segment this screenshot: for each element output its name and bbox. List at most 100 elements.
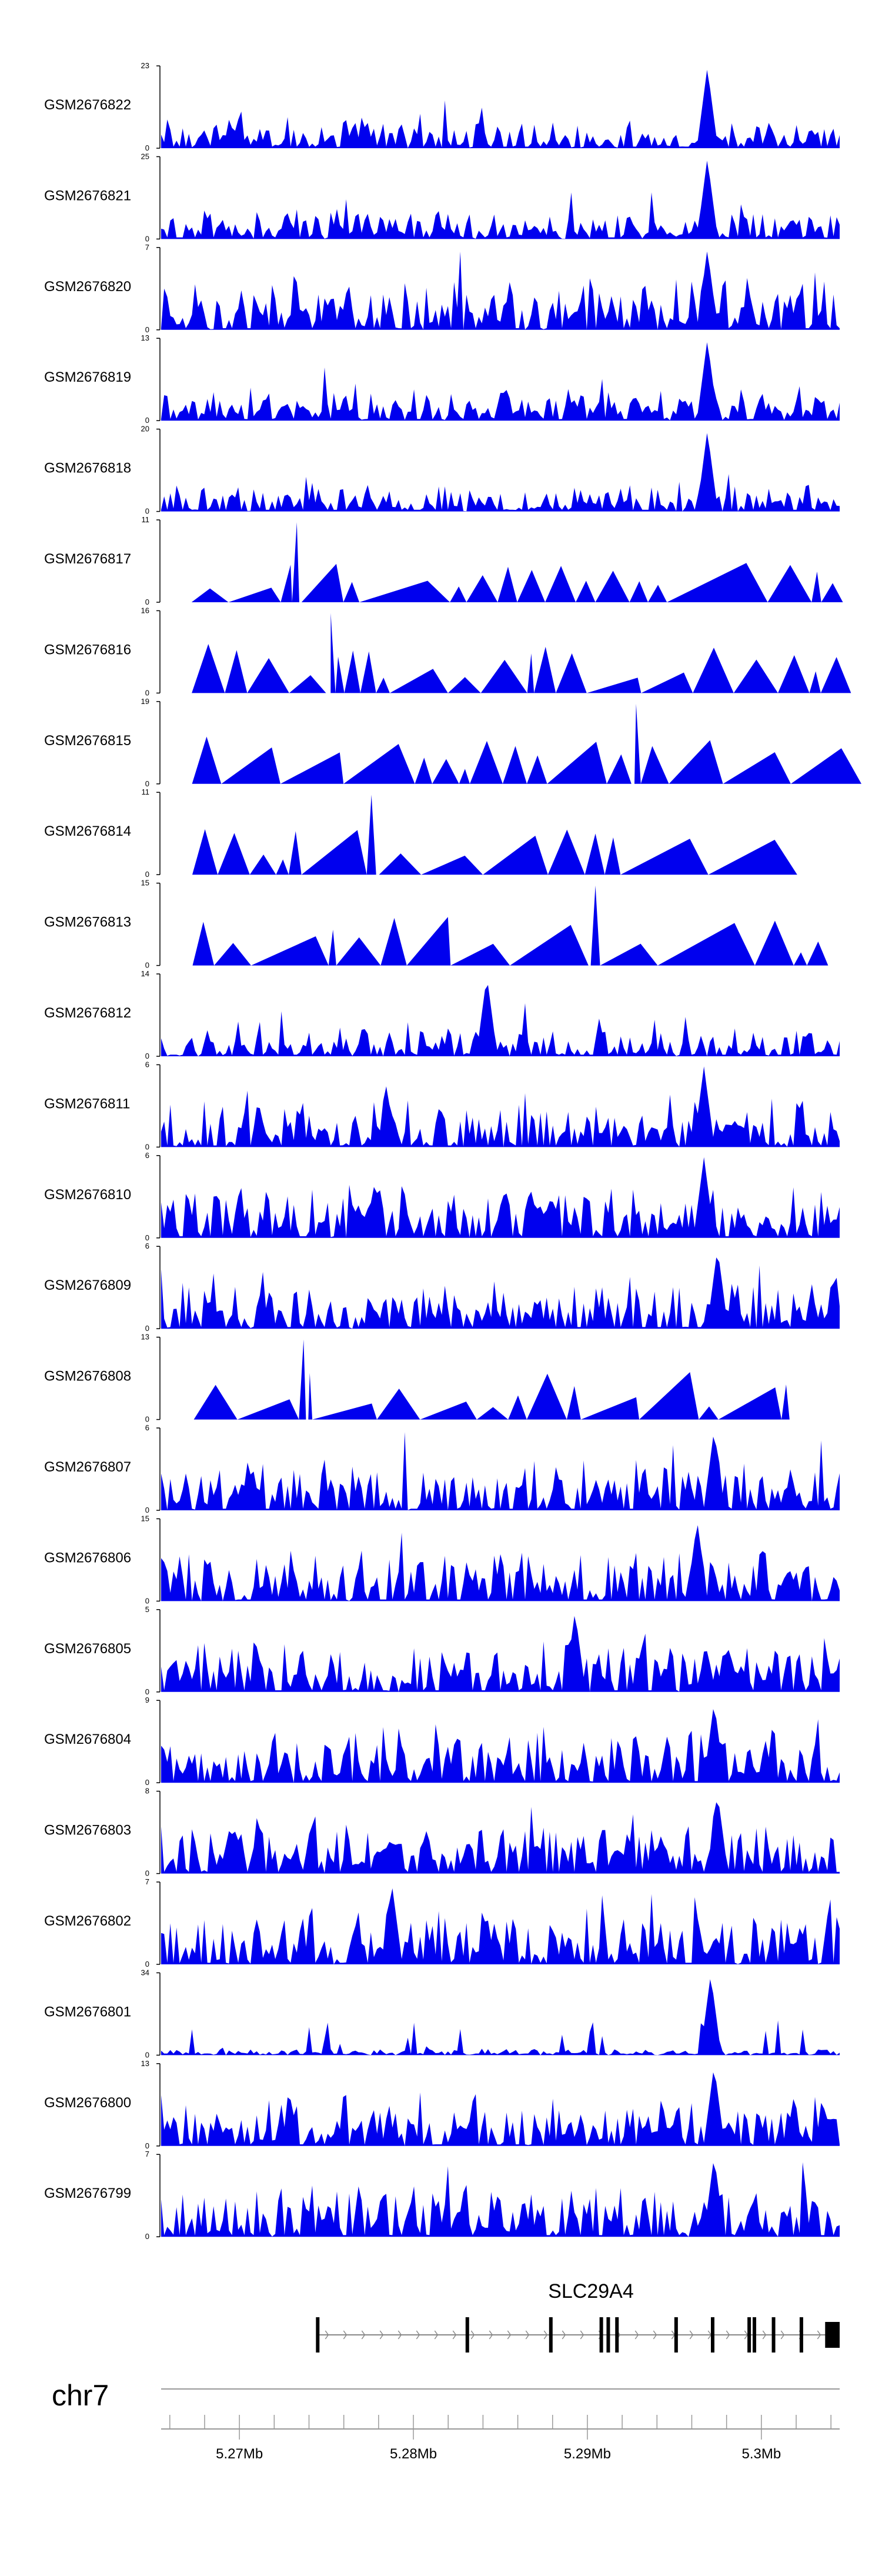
gene-exon [599, 2317, 603, 2353]
track-ymin-label: 0 [145, 1596, 149, 1605]
strand-arrow [580, 2330, 584, 2340]
track-ymax-label: 7 [145, 243, 149, 252]
track-GSM2676817: GSM2676817 11 0 [44, 515, 843, 606]
track-label: GSM2676805 [44, 1641, 131, 1657]
strand-arrow [689, 2330, 694, 2340]
signal-area [161, 161, 840, 239]
strand-arrow [525, 2330, 530, 2340]
x-tick-label: 5.28Mb [390, 2446, 437, 2462]
track-label: GSM2676806 [44, 1550, 131, 1566]
track-ymin-label: 0 [145, 1233, 149, 1242]
strand-arrow [343, 2330, 348, 2340]
strand-arrow [416, 2330, 420, 2340]
signal-area [161, 795, 840, 875]
strand-arrow [489, 2330, 493, 2340]
track-label: GSM2676813 [44, 915, 131, 930]
gene-exon [747, 2317, 751, 2353]
track-label: GSM2676804 [44, 1731, 131, 1747]
x-tick-label: 5.3Mb [741, 2446, 781, 2462]
track-ymax-label: 7 [145, 2150, 149, 2158]
gene-exon [465, 2317, 469, 2353]
track-ymin-label: 0 [145, 1506, 149, 1514]
track-GSM2676805: GSM2676805 5 0 [44, 1605, 840, 1696]
track-ymin-label: 0 [145, 416, 149, 425]
track-label: GSM2676809 [44, 1277, 131, 1293]
signal-area [161, 1257, 840, 1329]
track-ymin-label: 0 [145, 1324, 149, 1333]
track-label: GSM2676802 [44, 1913, 131, 1929]
track-ymax-label: 13 [141, 1333, 149, 1342]
track-GSM2676819: GSM2676819 13 0 [44, 333, 840, 425]
track-ymax-label: 15 [141, 1514, 149, 1523]
track-GSM2676801: GSM2676801 34 0 [44, 1968, 840, 2059]
strand-arrow [507, 2330, 512, 2340]
track-ymax-label: 6 [145, 1060, 149, 1069]
signal-area [161, 1066, 840, 1147]
gene-exon [549, 2317, 553, 2353]
signal-area [161, 1525, 840, 1601]
track-GSM2676820: GSM2676820 7 0 [44, 243, 840, 334]
track-ymin-label: 0 [145, 1052, 149, 1060]
track-GSM2676814: GSM2676814 11 0 [44, 788, 840, 879]
track-GSM2676822: GSM2676822 23 0 [44, 61, 840, 152]
track-GSM2676813: GSM2676813 15 0 [44, 879, 840, 970]
track-ymin-label: 0 [145, 2141, 149, 2150]
track-label: GSM2676817 [44, 551, 131, 567]
track-ymin-label: 0 [145, 325, 149, 334]
track-label: GSM2676822 [44, 97, 131, 113]
track-label: GSM2676821 [44, 188, 131, 203]
track-ymin-label: 0 [145, 1142, 149, 1151]
signal-area [161, 522, 843, 602]
genome-axis: chr7 5.27Mb 5.28Mb 5.29Mb 5.3Mb [52, 2379, 840, 2462]
track-ymax-label: 16 [141, 606, 149, 615]
track-label: GSM2676820 [44, 279, 131, 295]
strand-arrow [361, 2330, 366, 2340]
track-GSM2676802: GSM2676802 7 0 [44, 1877, 840, 1968]
gene-exon [615, 2317, 619, 2353]
gene-exon [771, 2317, 776, 2353]
track-GSM2676809: GSM2676809 6 0 [44, 1242, 840, 1333]
strand-arrow [653, 2330, 657, 2340]
track-label: GSM2676814 [44, 823, 131, 839]
track-GSM2676804: GSM2676804 9 0 [44, 1696, 840, 1787]
signal-area [161, 1802, 840, 1874]
track-ymin-label: 0 [145, 1687, 149, 1696]
track-ymax-label: 6 [145, 1151, 149, 1160]
track-ymin-label: 0 [145, 234, 149, 243]
track-GSM2676808: GSM2676808 13 0 [44, 1333, 840, 1424]
signal-area [161, 2072, 840, 2146]
track-ymax-label: 9 [145, 1696, 149, 1704]
track-ymin-label: 0 [145, 779, 149, 788]
x-tick-label: 5.27Mb [216, 2446, 263, 2462]
signal-area [161, 1339, 840, 1420]
track-label: GSM2676800 [44, 2095, 131, 2111]
track-label: GSM2676799 [44, 2185, 131, 2201]
gene-exon [710, 2317, 714, 2353]
track-ymax-label: 34 [141, 1968, 149, 1977]
gene-track: SLC29A4 [316, 2280, 840, 2353]
track-label: GSM2676803 [44, 1823, 131, 1838]
track-GSM2676803: GSM2676803 8 0 [44, 1787, 840, 1878]
track-ymin-label: 0 [145, 1869, 149, 1878]
track-GSM2676810: GSM2676810 6 0 [44, 1151, 840, 1242]
track-GSM2676800: GSM2676800 13 0 [44, 2059, 840, 2150]
track-ymax-label: 25 [141, 152, 149, 161]
track-ymin-label: 0 [145, 1960, 149, 1968]
gene-exon [753, 2317, 757, 2353]
strand-arrow [762, 2330, 767, 2340]
track-label: GSM2676807 [44, 1459, 131, 1475]
x-tick-label: 5.29Mb [564, 2446, 611, 2462]
strand-arrow [434, 2330, 439, 2340]
track-ymax-label: 6 [145, 1423, 149, 1432]
gene-name-label: SLC29A4 [548, 2280, 634, 2303]
gene-exon [316, 2317, 320, 2353]
chromosome-label: chr7 [52, 2379, 109, 2412]
strand-arrow [397, 2330, 402, 2340]
track-ymin-label: 0 [145, 507, 149, 516]
track-ymax-label: 14 [141, 969, 149, 978]
track-ymin-label: 0 [145, 144, 149, 152]
track-label: GSM2676818 [44, 461, 131, 476]
track-GSM2676811: GSM2676811 6 0 [44, 1060, 840, 1151]
signal-area [161, 69, 840, 148]
track-label: GSM2676808 [44, 1369, 131, 1384]
